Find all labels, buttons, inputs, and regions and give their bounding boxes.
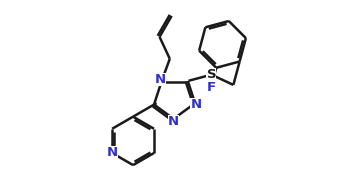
Text: N: N xyxy=(190,98,202,111)
Text: S: S xyxy=(207,68,216,81)
Text: N: N xyxy=(168,115,179,128)
Text: N: N xyxy=(107,146,118,159)
Text: F: F xyxy=(206,81,216,94)
Text: N: N xyxy=(155,73,166,86)
